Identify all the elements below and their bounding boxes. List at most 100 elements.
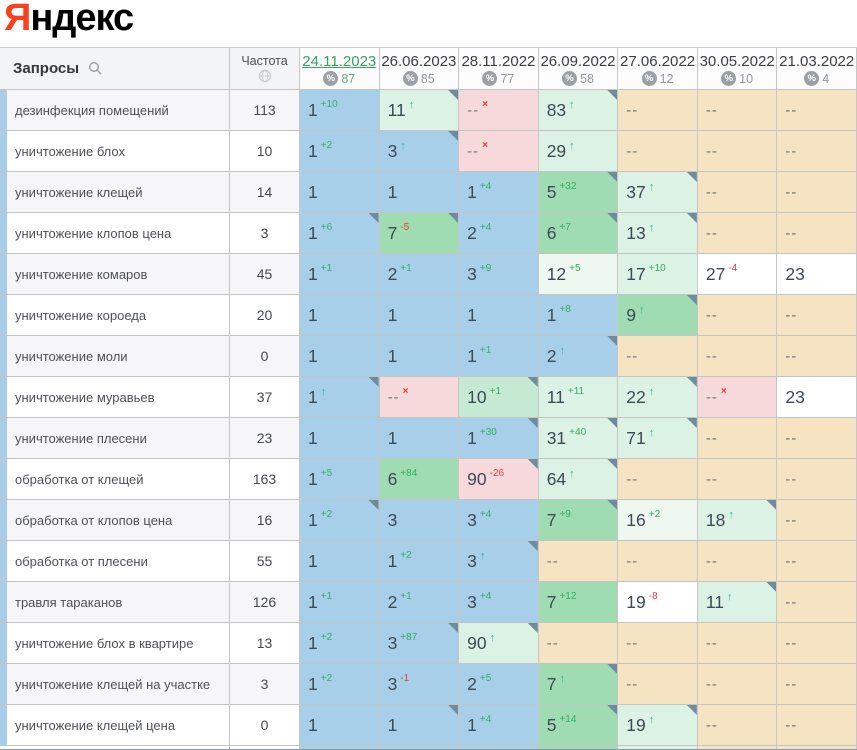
date-column-header[interactable]: 26.09.2022% 58	[538, 48, 619, 90]
position-cell[interactable]: 1	[300, 418, 380, 459]
position-cell[interactable]: 29 ↑	[538, 131, 619, 172]
position-cell[interactable]: 1	[459, 295, 539, 336]
keyword-cell[interactable]: уничтожение муравьев	[0, 377, 230, 418]
position-cell[interactable]: 2 +1	[379, 254, 460, 295]
position-cell[interactable]: 12 +5	[538, 254, 619, 295]
position-cell[interactable]: 3 +4	[459, 582, 539, 623]
position-cell[interactable]: 7 -5	[379, 213, 460, 254]
position-cell[interactable]: 7 ↑	[538, 664, 619, 705]
position-cell[interactable]: 13 ↑	[618, 213, 698, 254]
position-cell[interactable]: 1 +4	[459, 172, 539, 213]
position-cell[interactable]: 1 +1	[300, 254, 380, 295]
date-column-header[interactable]: 21.03.2022% 4	[777, 48, 857, 90]
keyword-cell[interactable]: обработка от клещей	[0, 459, 230, 500]
position-cell[interactable]: 31 +40	[538, 418, 619, 459]
position-cell[interactable]: 3 +9	[459, 254, 539, 295]
position-cell[interactable]: 1 +4	[459, 705, 539, 746]
keyword-cell[interactable]: травля тараканов	[0, 582, 230, 623]
position-cell[interactable]: 90 ↑	[459, 623, 539, 664]
position-cell[interactable]: 19 ↑	[618, 705, 698, 746]
position-cell[interactable]: 2 +1	[379, 582, 460, 623]
position-cell[interactable]: 23	[777, 377, 857, 418]
position-cell[interactable]: 3 ↑	[459, 541, 539, 582]
position-cell[interactable]: 11 +11	[538, 377, 619, 418]
position-cell[interactable]: 1 +2	[300, 664, 380, 705]
position-cell[interactable]: 16 +2	[618, 500, 698, 541]
position-cell[interactable]: 3 ↑	[379, 131, 460, 172]
keyword-cell[interactable]: дезинфекция помещений	[0, 90, 230, 131]
position-cell[interactable]: 1	[300, 336, 380, 377]
date-column-header[interactable]: 30.05.2022% 10	[697, 48, 778, 90]
position-cell[interactable]: 1	[300, 541, 380, 582]
position-cell[interactable]: 7 +12	[538, 582, 619, 623]
position-cell[interactable]: 3 +87	[379, 623, 460, 664]
position-cell[interactable]: 2 ↑	[538, 336, 619, 377]
position-cell[interactable]: 1	[300, 172, 380, 213]
position-cell[interactable]: 83 ↑	[538, 90, 619, 131]
position-cell[interactable]: 1	[379, 705, 460, 746]
position-cell[interactable]: 1	[300, 705, 380, 746]
date-column-header[interactable]: 26.06.2023% 85	[379, 48, 460, 90]
globe-icon[interactable]	[258, 69, 272, 83]
yandex-logo[interactable]: Яндекс	[4, 0, 134, 40]
position-cell[interactable]: 1 ↑	[300, 377, 380, 418]
position-cell[interactable]: 19 -8	[618, 582, 698, 623]
position-cell[interactable]: 1 +2	[300, 623, 380, 664]
position-cell[interactable]: 11 ↑	[697, 582, 778, 623]
position-cell[interactable]: 1 +6	[300, 213, 380, 254]
position-cell[interactable]: 64 ↑	[538, 459, 619, 500]
position-cell[interactable]: 23	[777, 254, 857, 295]
position-cell[interactable]: 1 +10	[300, 90, 380, 131]
position-cell[interactable]: 1 +30	[459, 418, 539, 459]
position-cell[interactable]: 1 +1	[300, 582, 380, 623]
position-cell[interactable]: 17 +10	[618, 254, 698, 295]
keyword-cell[interactable]: обработка от клопов цена	[0, 500, 230, 541]
position-cell[interactable]: 1	[379, 295, 460, 336]
frequency-cell: 37	[230, 377, 300, 418]
position-cell[interactable]: 5 +14	[538, 705, 619, 746]
position-cell[interactable]: 3 +4	[459, 500, 539, 541]
position-cell[interactable]: 18 ↑	[697, 500, 778, 541]
position-cell[interactable]: 22 ↑	[618, 377, 698, 418]
position-cell[interactable]: 1 +5	[300, 459, 380, 500]
position-cell[interactable]: 37 ↑	[618, 172, 698, 213]
position-cell[interactable]: 3	[379, 500, 460, 541]
position-cell[interactable]: 6 +84	[379, 459, 460, 500]
keyword-cell[interactable]: уничтожение комаров	[0, 254, 230, 295]
position-cell[interactable]: 2 +5	[459, 664, 539, 705]
date-column-header[interactable]: 27.06.2022% 12	[618, 48, 698, 90]
keyword-cell[interactable]: уничтожение клопов цена	[0, 213, 230, 254]
position-cell[interactable]: 11 ↑	[379, 90, 460, 131]
position-cell[interactable]: 1 +1	[459, 336, 539, 377]
keyword-cell[interactable]: уничтожение моли	[0, 336, 230, 377]
position-cell[interactable]: 1 +2	[379, 541, 460, 582]
position-cell[interactable]: 27 -4	[697, 254, 778, 295]
position-cell[interactable]: 71 ↑	[618, 418, 698, 459]
position-cell[interactable]: 1 +2	[300, 500, 380, 541]
position-cell[interactable]: 1	[300, 295, 380, 336]
keyword-cell[interactable]: уничтожение клещей на участке	[0, 664, 230, 705]
position-cell[interactable]: 3 -1	[379, 664, 460, 705]
keyword-cell[interactable]: уничтожение плесени	[0, 418, 230, 459]
keyword-cell[interactable]: уничтожение блох	[0, 131, 230, 172]
position-cell[interactable]: 1	[379, 418, 460, 459]
position-cell[interactable]: 2 +4	[459, 213, 539, 254]
keyword-cell[interactable]: уничтожение клещей	[0, 172, 230, 213]
position-cell[interactable]: 9 ↑	[618, 295, 698, 336]
position-cell[interactable]: 90 -26	[459, 459, 539, 500]
keyword-cell[interactable]: обработка от плесени	[0, 541, 230, 582]
position-cell[interactable]: 1 +8	[538, 295, 619, 336]
date-column-header[interactable]: 24.11.2023% 87	[300, 48, 380, 90]
keyword-cell[interactable]: уничтожение короеда	[0, 295, 230, 336]
position-cell[interactable]: 10 +1	[459, 377, 539, 418]
position-cell[interactable]: 7 +9	[538, 500, 619, 541]
position-cell[interactable]: 5 +32	[538, 172, 619, 213]
position-cell[interactable]: 1	[379, 172, 460, 213]
position-cell[interactable]: 1 +2	[300, 131, 380, 172]
search-icon[interactable]	[88, 61, 103, 76]
keyword-cell[interactable]: уничтожение блох в квартире	[0, 623, 230, 664]
position-cell[interactable]: 6 +7	[538, 213, 619, 254]
position-cell[interactable]: 1	[379, 336, 460, 377]
date-column-header[interactable]: 28.11.2022% 77	[459, 48, 539, 90]
keyword-cell[interactable]: уничтожение клещей цена	[0, 705, 230, 746]
